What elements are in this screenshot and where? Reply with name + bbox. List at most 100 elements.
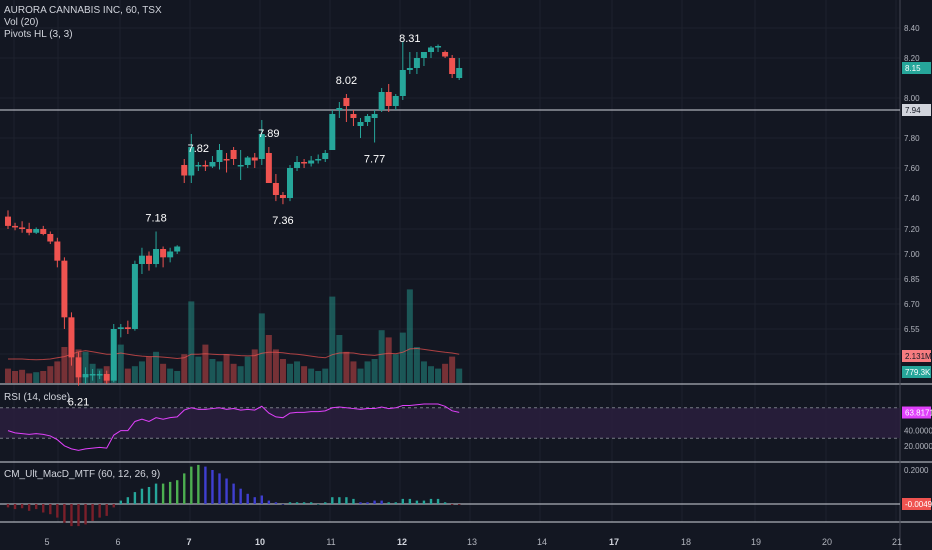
- candle-body: [89, 374, 96, 376]
- rsi-value-badge: 63.8171: [905, 409, 932, 418]
- time-tick-label: 17: [609, 537, 619, 547]
- time-tick-label: 10: [255, 537, 265, 547]
- last-price-badge: 8.15: [905, 64, 921, 73]
- macd-bar: [338, 497, 341, 504]
- candle-body: [378, 92, 385, 110]
- price-tick-label: 6.85: [904, 275, 920, 284]
- volume-bars: [5, 289, 463, 383]
- macd-bar: [204, 466, 207, 504]
- macd-bar: [288, 502, 292, 504]
- pivots-legend[interactable]: Pivots HL (3, 3): [4, 29, 73, 40]
- volume-bar: [244, 356, 251, 383]
- volume-bar: [435, 368, 442, 383]
- macd-bar: [415, 500, 419, 504]
- volume-bar: [40, 371, 47, 383]
- vol-legend[interactable]: Vol (20): [4, 17, 39, 28]
- pivot-label: 7.82: [188, 143, 209, 155]
- volume-bar: [153, 351, 160, 383]
- rsi-band: [0, 407, 900, 439]
- macd-bar: [190, 466, 193, 504]
- macd-bar: [42, 504, 45, 513]
- price-tick-label: 7.00: [904, 250, 920, 259]
- candle-body: [138, 255, 145, 264]
- macd-bar: [302, 502, 306, 504]
- volume-bar: [216, 361, 223, 383]
- volume-bar: [336, 335, 343, 383]
- volume-bar: [420, 361, 427, 383]
- candle-body: [258, 134, 265, 159]
- macd-bar: [6, 504, 10, 508]
- macd-bar: [70, 504, 73, 527]
- volume-bar: [413, 347, 420, 383]
- candle-body: [54, 241, 61, 261]
- macd-bar: [274, 502, 278, 504]
- candle-body: [237, 165, 244, 167]
- candle-body: [336, 108, 343, 110]
- macd-bar: [35, 504, 38, 510]
- pivot-label: 6.21: [68, 397, 89, 409]
- macd-bar: [56, 504, 59, 518]
- candle-body: [75, 357, 82, 378]
- price-tick-label: 7.40: [904, 194, 920, 203]
- rsi-legend[interactable]: RSI (14, close): [4, 392, 71, 403]
- candle-body: [357, 122, 364, 126]
- macd-bar: [387, 502, 390, 504]
- macd-bar: [105, 504, 108, 516]
- volume-bar: [301, 366, 308, 383]
- candle-body: [392, 96, 399, 106]
- candle-body: [209, 162, 216, 167]
- volume-bar: [329, 296, 336, 383]
- volume-bar: [195, 356, 202, 383]
- macd-bar: [450, 504, 454, 505]
- candle-body: [195, 165, 202, 167]
- volume-bar: [54, 361, 61, 383]
- price-tick-label: 6.55: [904, 325, 920, 334]
- time-tick-label: 20: [822, 537, 832, 547]
- macd-tick-label: 0.2000: [904, 466, 929, 475]
- macd-legend[interactable]: CM_Ult_MacD_MTF (60, 12, 26, 9): [4, 469, 161, 480]
- candle-body: [33, 229, 40, 233]
- macd-bar: [352, 498, 355, 504]
- vol-last-badge-bg: [902, 366, 931, 378]
- volume-bar: [364, 361, 371, 383]
- macd-value-badge-bg: [902, 498, 931, 510]
- macd-bar: [133, 492, 137, 504]
- macd-bar: [359, 502, 362, 504]
- volume-bar: [279, 359, 286, 383]
- macd-bar: [147, 487, 151, 504]
- macd-bar: [331, 497, 334, 504]
- time-tick-label: 19: [751, 537, 761, 547]
- volume-bar: [322, 368, 329, 383]
- macd-bar: [345, 497, 348, 504]
- pivot-label: 8.02: [336, 75, 357, 87]
- candle-body: [96, 374, 103, 376]
- candle-body: [103, 374, 110, 381]
- price-tick-label: 6.70: [904, 300, 920, 309]
- volume-bar: [160, 363, 167, 383]
- macd-bar: [436, 498, 440, 504]
- macd-value-badge: -0.0049: [905, 500, 932, 509]
- volume-bar: [442, 363, 449, 383]
- price-tick-label: 7.60: [904, 164, 920, 173]
- symbol-legend[interactable]: AURORA CANNABIS INC, 60, TSX Vol (20) Pi…: [4, 5, 162, 41]
- volume-bar: [33, 372, 40, 383]
- price-tick-label: 8.20: [904, 54, 920, 63]
- candle-body: [449, 58, 456, 74]
- candle-body: [146, 255, 152, 264]
- volume-bar: [294, 361, 301, 383]
- macd-bar: [77, 504, 80, 527]
- volume-bar: [124, 368, 131, 383]
- price-tick-label: 7.20: [904, 225, 920, 234]
- candle-body: [287, 168, 293, 198]
- macd-bar: [429, 498, 433, 504]
- volume-bar: [265, 335, 272, 383]
- volume-bar: [188, 301, 195, 383]
- macd-bar: [20, 504, 24, 509]
- candle-body: [160, 249, 167, 258]
- macd-bar: [112, 504, 115, 508]
- macd-bar: [126, 497, 130, 504]
- candle-body: [406, 68, 413, 70]
- volume-bar: [167, 368, 174, 383]
- last-price-badge-bg: [902, 62, 931, 74]
